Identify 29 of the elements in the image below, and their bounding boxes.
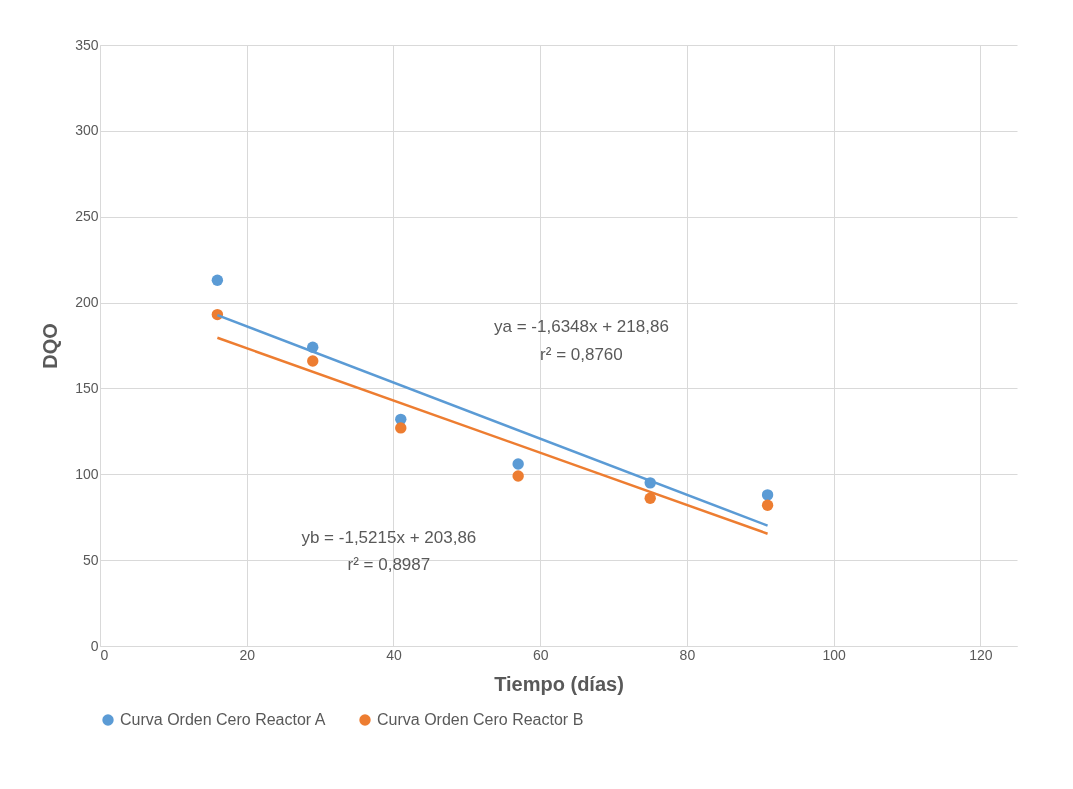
y-tick-label: 250 bbox=[75, 208, 99, 225]
x-tick-label: 120 bbox=[969, 646, 993, 663]
x-tick-label: 80 bbox=[679, 646, 696, 663]
x-tick-label: 20 bbox=[239, 646, 256, 663]
y-tick-label: 200 bbox=[75, 294, 99, 311]
annotation: r² = 0,8987 bbox=[347, 554, 431, 574]
annotation: ya = -1,6348x + 218,86 bbox=[494, 317, 669, 337]
point bbox=[512, 458, 524, 470]
point bbox=[761, 489, 774, 501]
point bbox=[512, 470, 524, 482]
x-tick-label: 40 bbox=[386, 646, 402, 663]
y-axis-title: DQO bbox=[39, 323, 62, 369]
y-tick-label: 50 bbox=[82, 551, 99, 568]
legend-label: Curva Orden Cero Reactor A bbox=[120, 711, 326, 728]
annotation: yb = -1,5215x + 203,86 bbox=[301, 527, 477, 547]
point bbox=[644, 492, 656, 505]
y-tick-label: 150 bbox=[75, 379, 99, 396]
y-tick-label: 100 bbox=[75, 465, 99, 482]
point bbox=[761, 499, 774, 511]
point bbox=[307, 355, 319, 367]
y-tick-label: 350 bbox=[75, 36, 99, 53]
legend-label: Curva Orden Cero Reactor B bbox=[377, 711, 584, 728]
annotation: r² = 0,8760 bbox=[540, 344, 623, 364]
x-tick-label: 60 bbox=[532, 646, 549, 663]
x-tick-label: 100 bbox=[822, 646, 846, 663]
point bbox=[395, 422, 407, 434]
y-tick-label: 300 bbox=[75, 122, 99, 139]
x-axis-title: Tiempo (días) bbox=[494, 672, 624, 695]
point bbox=[211, 274, 224, 286]
